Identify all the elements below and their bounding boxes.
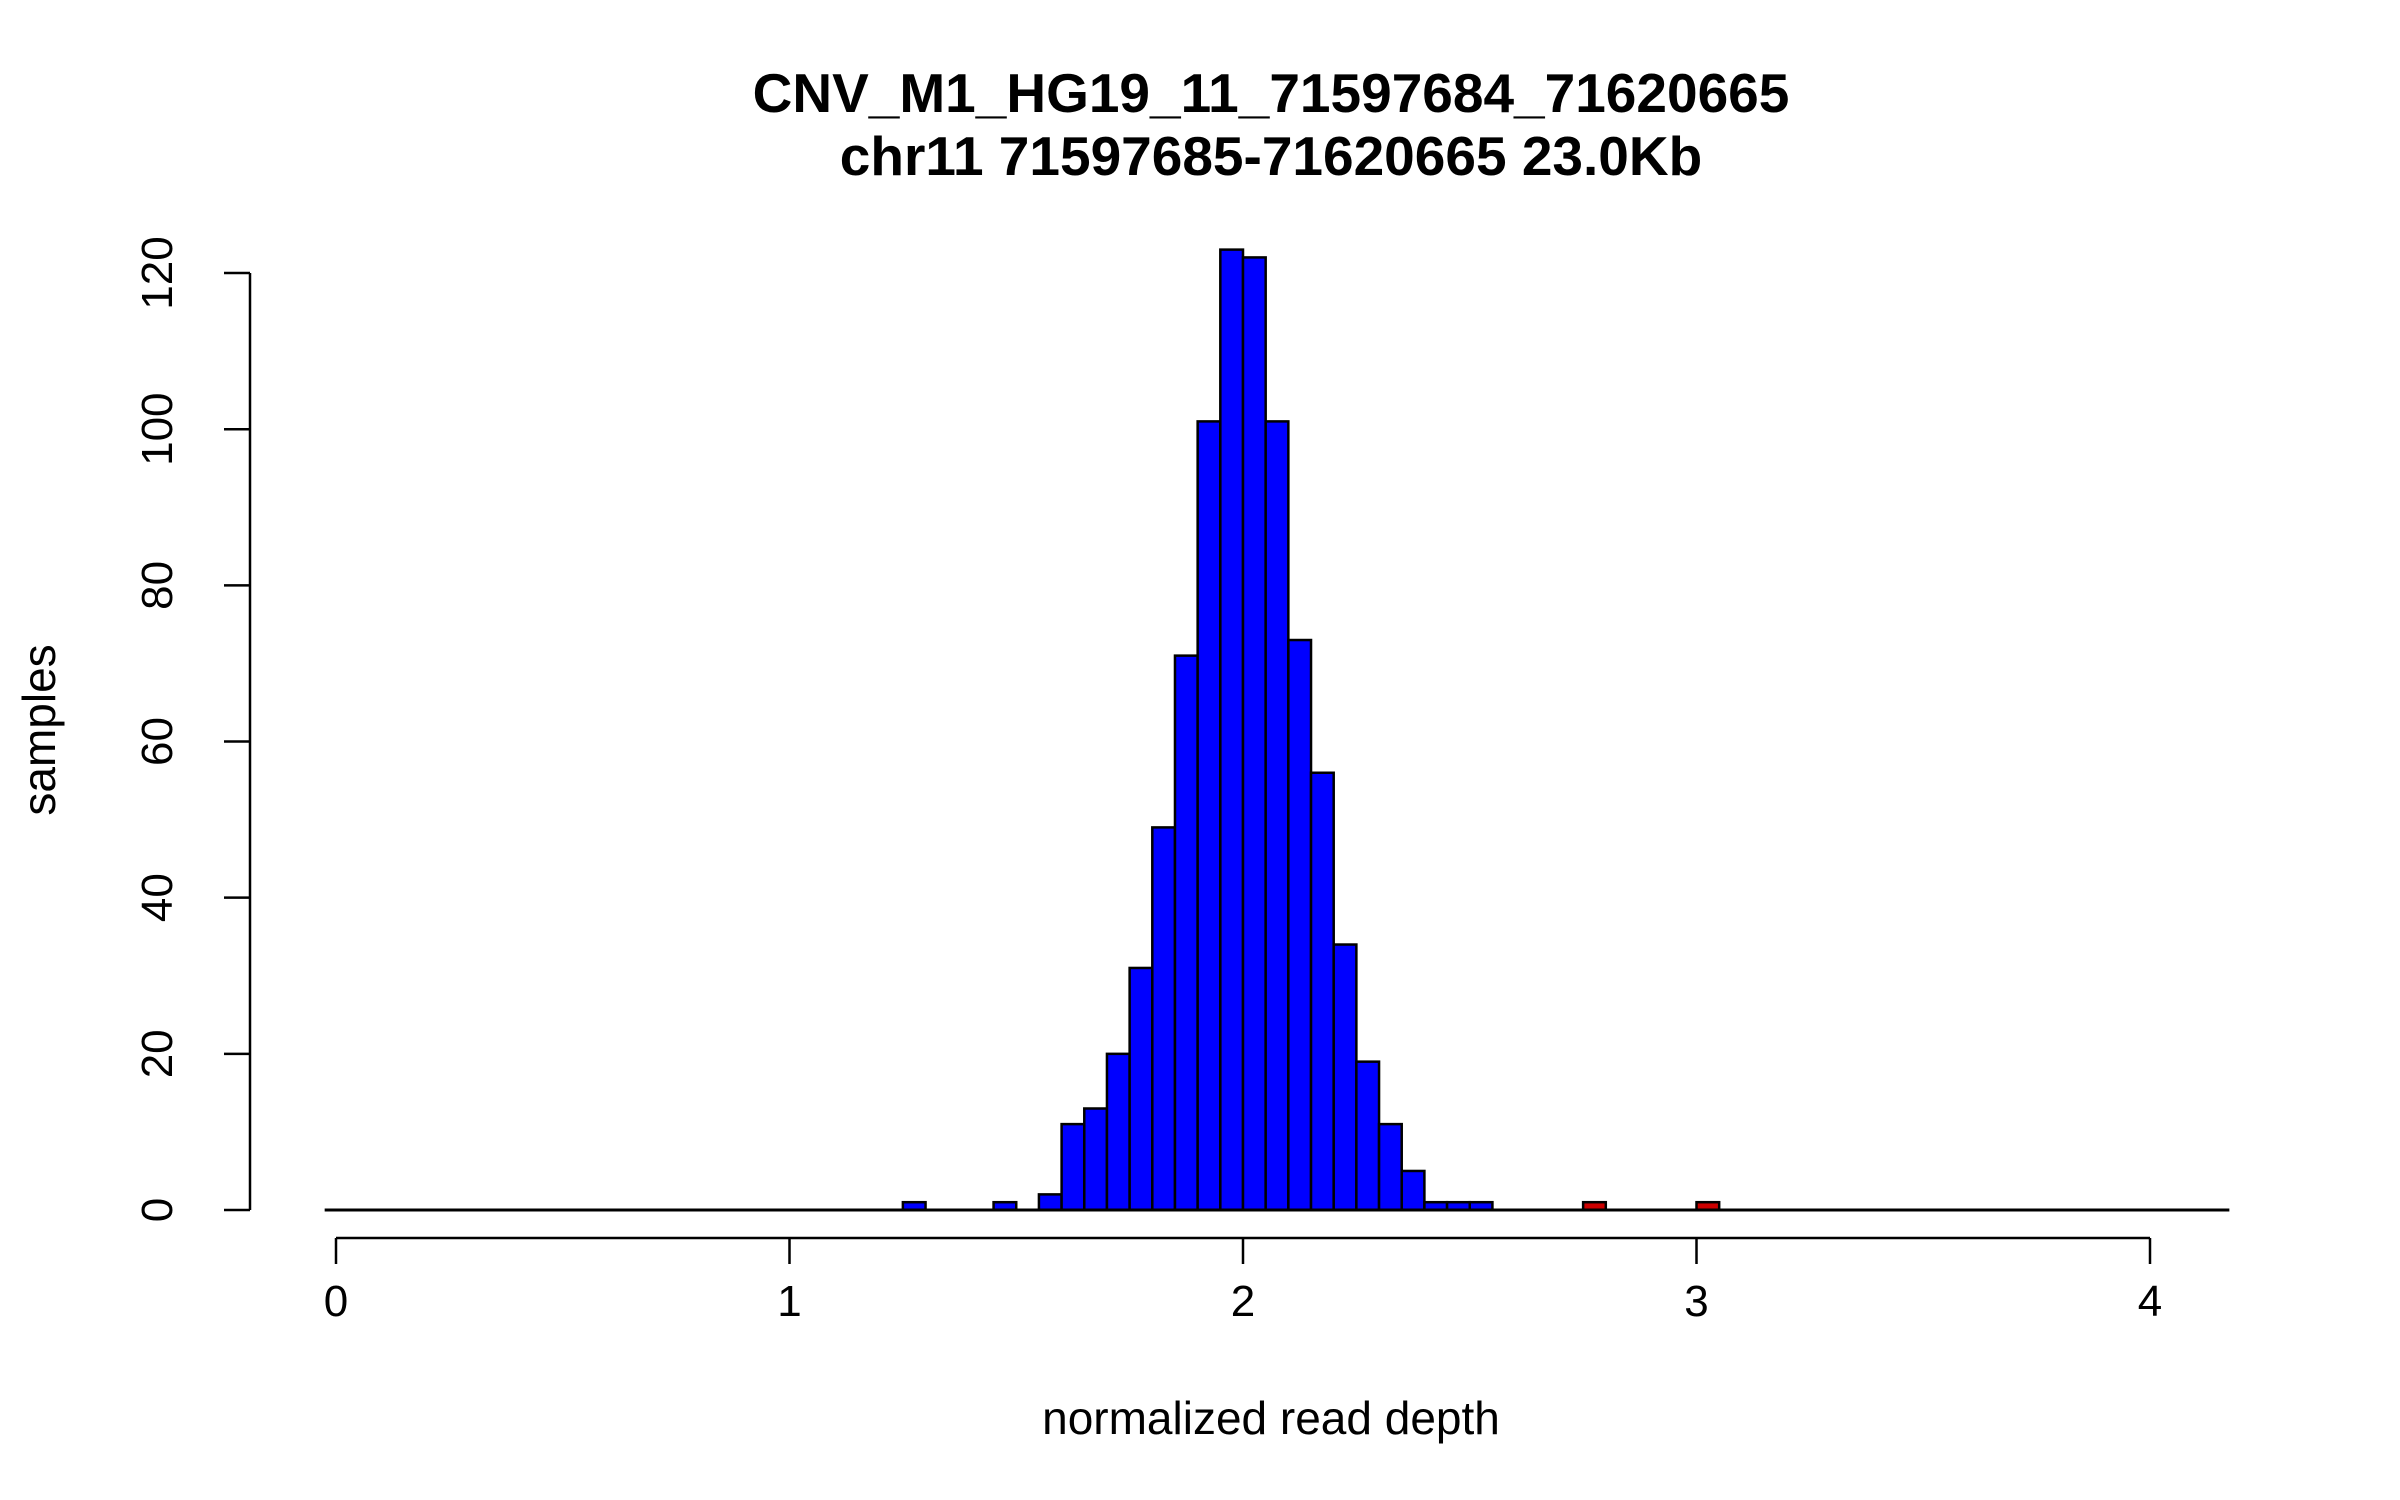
histogram-bar-16 [1355,1060,1381,1212]
histogram-bar-17 [1377,1122,1403,1212]
histogram-bar-7 [1151,826,1177,1212]
histogram-bar-8 [1173,654,1199,1212]
y-tick-label-2: 40 [133,873,182,922]
x-axis: 0 1 2 3 4 [324,1236,2162,1326]
y-tick-label-1: 20 [133,1029,182,1078]
y-tick-label-3: 60 [133,717,182,766]
x-tick-label-0: 0 [324,1277,348,1326]
bars-group [901,248,1721,1212]
y-axis: 0 20 40 60 80 100 120 [133,236,252,1222]
x-tick-label-1: 1 [777,1277,801,1326]
histogram-bar-12 [1264,420,1290,1212]
histogram-bar-13 [1287,638,1313,1212]
y-axis-label: samples [13,644,65,815]
histogram-bar-4 [1083,1107,1109,1212]
histogram-bar-6 [1128,966,1154,1212]
x-tick-label-2: 2 [1231,1277,1255,1326]
y-tick-label-5: 100 [133,392,182,465]
y-tick-label-6: 120 [133,236,182,309]
histogram-bar-3 [1060,1122,1086,1212]
chart-title: CNV_M1_HG19_11_71597684_71620665 [753,62,1790,124]
chart-subtitle: chr11 71597685-71620665 23.0Kb [840,125,1702,187]
histogram-bar-14 [1309,771,1335,1212]
histogram-bar-10 [1219,248,1245,1212]
y-tick-label-0: 0 [133,1198,182,1222]
histogram-bar-2 [1037,1193,1063,1212]
histogram-bar-5 [1105,1052,1131,1212]
histogram-bar-15 [1332,943,1358,1212]
histogram-bar-11 [1241,256,1267,1212]
x-tick-label-4: 4 [2138,1277,2162,1326]
histogram-bar-18 [1400,1169,1426,1212]
histogram-bar-9 [1196,420,1222,1212]
y-tick-label-4: 80 [133,561,182,610]
x-axis-label: normalized read depth [1042,1392,1500,1444]
x-tick-label-3: 3 [1684,1277,1708,1326]
